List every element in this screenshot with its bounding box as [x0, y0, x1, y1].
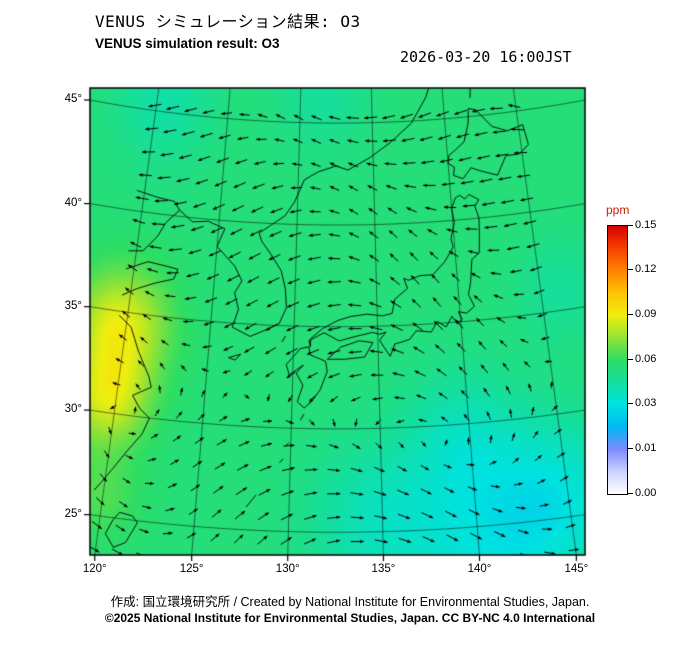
- lon-tick-label: 140°: [467, 563, 492, 575]
- lon-tick-label: 145°: [564, 563, 589, 575]
- colorbar-gradient: [607, 225, 628, 495]
- timestamp: 2026-03-20 16:00JST: [400, 48, 572, 66]
- lat-tick-label: 30°: [64, 403, 82, 416]
- colorbar-tick-mark: [627, 447, 633, 449]
- lon-tick-label: 135°: [371, 563, 396, 575]
- colorbar-tick-label: 0.15: [635, 218, 657, 231]
- colorbar-tick-mark: [627, 313, 633, 315]
- colorbar-tick-label: 0.03: [635, 397, 657, 410]
- colorbar-tick-label: 0.00: [635, 486, 657, 499]
- lat-tick-label: 45°: [64, 92, 82, 105]
- lat-tick-label: 25°: [64, 507, 82, 520]
- title-english: VENUS simulation result: O3: [95, 36, 280, 51]
- colorbar-tick-mark: [627, 403, 633, 405]
- lat-tick-label: 40°: [64, 196, 82, 209]
- colorbar-unit-label: ppm: [606, 203, 630, 217]
- lat-tick-label: 35°: [64, 299, 82, 312]
- colorbar-tick-mark: [627, 269, 633, 271]
- lon-tick-label: 120°: [82, 563, 107, 575]
- colorbar-tick-label: 0.12: [635, 263, 657, 276]
- lon-tick-label: 130°: [275, 563, 300, 575]
- title-japanese: VENUS シミュレーション結果: O3: [95, 12, 361, 31]
- colorbar-tick-mark: [627, 224, 633, 226]
- credit-line: 作成: 国立環境研究所 / Created by National Instit…: [110, 595, 590, 609]
- colorbar-tick-label: 0.01: [635, 441, 657, 454]
- lon-tick-label: 125°: [179, 563, 204, 575]
- colorbar-tick-label: 0.09: [635, 307, 657, 320]
- colorbar-tick-mark: [627, 358, 633, 360]
- colorbar-tick-label: 0.06: [635, 352, 657, 365]
- license-line: ©2025 National Institute for Environment…: [104, 611, 596, 625]
- colorbar-tick-mark: [627, 492, 633, 494]
